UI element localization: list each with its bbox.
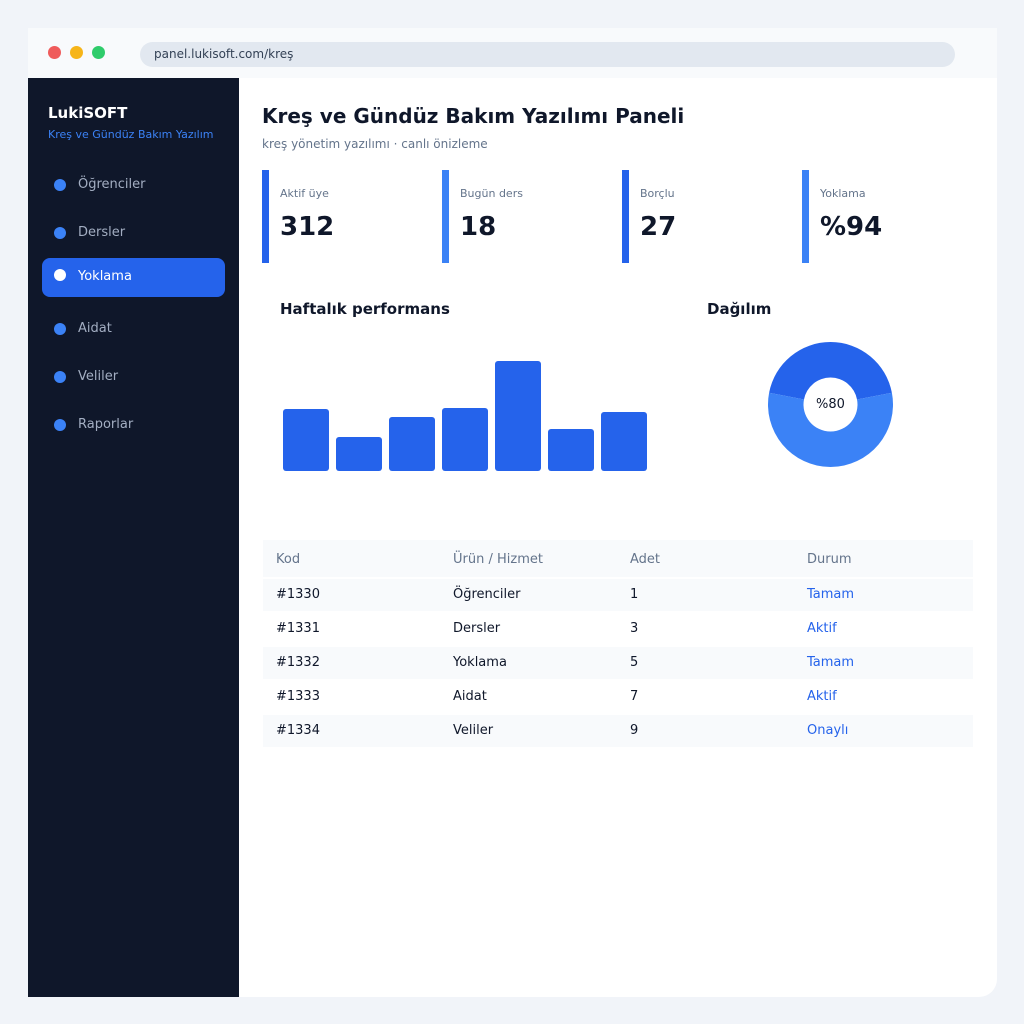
brand-subtitle: Kreş ve Gündüz Bakım Yazılım <box>48 128 214 141</box>
performance-bar <box>336 437 382 471</box>
stat-card-bugun-ders: Bugün ders 18 <box>442 170 602 263</box>
distribution-donut-chart: %80 <box>768 342 893 467</box>
stat-value: 27 <box>640 212 677 242</box>
browser-titlebar: panel.lukisoft.com/kreş <box>28 28 997 78</box>
page-subtitle: kreş yönetim yazılımı · canlı önizleme <box>262 137 488 151</box>
sidebar-item-label: Aidat <box>78 321 112 336</box>
cell-adet: 7 <box>630 689 639 704</box>
column-header-durum[interactable]: Durum <box>807 552 852 567</box>
sidebar-item-label: Öğrenciler <box>78 177 146 192</box>
performance-chart-title: Haftalık performans <box>280 300 450 318</box>
table-row[interactable]: #1332 Yoklama 5 Tamam <box>263 647 973 679</box>
donut-slice <box>768 392 893 467</box>
cell-durum: Aktif <box>807 689 837 704</box>
distribution-chart-title: Dağılım <box>707 300 772 318</box>
cell-kod: #1331 <box>276 621 320 636</box>
performance-bar <box>601 412 647 471</box>
cell-adet: 5 <box>630 655 639 670</box>
cell-adet: 1 <box>630 587 639 602</box>
table-header: Kod Ürün / Hizmet Adet Durum <box>263 540 973 577</box>
address-bar[interactable]: panel.lukisoft.com/kreş <box>140 42 955 67</box>
stat-value: 18 <box>460 212 497 242</box>
table-row[interactable]: #1334 Veliler 9 Onaylı <box>263 715 973 747</box>
cell-kod: #1334 <box>276 723 320 738</box>
sidebar-item-veliler[interactable]: Veliler <box>42 358 225 397</box>
cell-durum: Onaylı <box>807 723 849 738</box>
sidebar-item-ogrenciler[interactable]: Öğrenciler <box>42 166 225 205</box>
performance-bar <box>495 361 541 471</box>
stat-card-yoklama: Yoklama %94 <box>802 170 962 263</box>
cell-adet: 3 <box>630 621 639 636</box>
stat-label: Borçlu <box>640 187 675 200</box>
donut-center-label: %80 <box>816 397 845 412</box>
browser-window: panel.lukisoft.com/kreş LukiSOFT Kreş ve… <box>28 28 997 997</box>
stat-card-aktif-uye: Aktif üye 312 <box>262 170 422 263</box>
maximize-window-button[interactable] <box>92 46 105 59</box>
sidebar-item-raporlar[interactable]: Raporlar <box>42 406 225 445</box>
cell-urun: Öğrenciler <box>453 587 521 602</box>
cell-durum: Aktif <box>807 621 837 636</box>
cell-kod: #1333 <box>276 689 320 704</box>
sidebar-item-yoklama[interactable]: Yoklama <box>42 258 225 297</box>
donut-slice <box>769 342 892 400</box>
sidebar-item-label: Veliler <box>78 369 119 384</box>
performance-bar <box>389 417 435 471</box>
stat-card-borclu: Borçlu 27 <box>622 170 782 263</box>
table-row[interactable]: #1331 Dersler 3 Aktif <box>263 613 973 645</box>
close-window-button[interactable] <box>48 46 61 59</box>
sidebar-item-label: Yoklama <box>78 269 132 284</box>
page-title: Kreş ve Gündüz Bakım Yazılımı Paneli <box>262 104 685 128</box>
bullet-icon <box>54 323 66 335</box>
cell-urun: Dersler <box>453 621 501 636</box>
sidebar-item-label: Dersler <box>78 225 126 240</box>
performance-bar-chart <box>283 333 653 473</box>
table-row[interactable]: #1333 Aidat 7 Aktif <box>263 681 973 713</box>
performance-bar <box>283 409 329 471</box>
stat-value: 312 <box>280 212 335 242</box>
cell-urun: Aidat <box>453 689 487 704</box>
cell-kod: #1332 <box>276 655 320 670</box>
brand-name: LukiSOFT <box>48 104 128 122</box>
sidebar: LukiSOFT Kreş ve Gündüz Bakım Yazılım Öğ… <box>28 78 239 997</box>
bullet-icon <box>54 269 66 281</box>
performance-bar <box>442 408 488 471</box>
main-content: Kreş ve Gündüz Bakım Yazılımı Paneli kre… <box>239 78 997 997</box>
column-header-kod[interactable]: Kod <box>276 552 301 567</box>
sidebar-item-label: Raporlar <box>78 417 134 432</box>
cell-urun: Veliler <box>453 723 494 738</box>
cell-urun: Yoklama <box>453 655 507 670</box>
bullet-icon <box>54 227 66 239</box>
performance-bar <box>548 429 594 471</box>
stat-value: %94 <box>820 212 883 242</box>
sidebar-item-dersler[interactable]: Dersler <box>42 214 225 253</box>
minimize-window-button[interactable] <box>70 46 83 59</box>
column-header-urun[interactable]: Ürün / Hizmet <box>453 552 543 567</box>
bullet-icon <box>54 419 66 431</box>
cell-kod: #1330 <box>276 587 320 602</box>
cell-adet: 9 <box>630 723 639 738</box>
sidebar-item-aidat[interactable]: Aidat <box>42 310 225 349</box>
stat-label: Aktif üye <box>280 187 329 200</box>
column-header-adet[interactable]: Adet <box>630 552 661 567</box>
bullet-icon <box>54 371 66 383</box>
bullet-icon <box>54 179 66 191</box>
stat-label: Yoklama <box>820 187 866 200</box>
stat-label: Bugün ders <box>460 187 523 200</box>
cell-durum: Tamam <box>807 587 855 602</box>
donut-svg <box>768 342 893 467</box>
cell-durum: Tamam <box>807 655 855 670</box>
table-row[interactable]: #1330 Öğrenciler 1 Tamam <box>263 579 973 611</box>
